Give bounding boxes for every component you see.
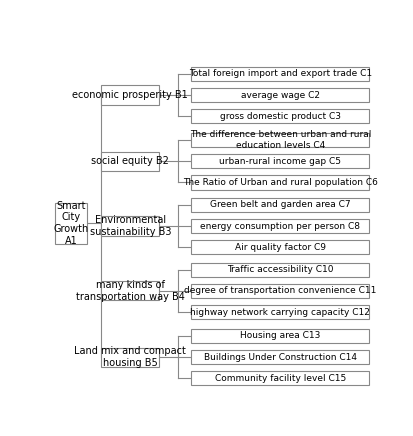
Bar <box>191 88 368 102</box>
Bar <box>191 305 368 319</box>
Text: social equity B2: social equity B2 <box>91 156 169 166</box>
Text: Total foreign import and export trade C1: Total foreign import and export trade C1 <box>188 69 371 78</box>
Bar <box>191 175 368 190</box>
Bar <box>101 281 159 300</box>
Text: average wage C2: average wage C2 <box>240 91 319 99</box>
Text: The Ratio of Urban and rural population C6: The Ratio of Urban and rural population … <box>183 178 377 187</box>
Text: economic prosperity B1: economic prosperity B1 <box>72 90 188 100</box>
Bar <box>191 133 368 147</box>
Text: Housing area C13: Housing area C13 <box>240 331 320 341</box>
Text: Smart
City
Growth
A1: Smart City Growth A1 <box>53 201 88 245</box>
Bar <box>191 67 368 81</box>
Bar <box>101 347 159 367</box>
Text: Community facility level C15: Community facility level C15 <box>214 374 345 383</box>
Bar <box>191 198 368 212</box>
Text: Land mix and compact
housing B5: Land mix and compact housing B5 <box>74 346 186 368</box>
Text: highway network carrying capacity C12: highway network carrying capacity C12 <box>190 307 369 317</box>
Bar <box>101 152 159 171</box>
Text: Environmental
sustainability B3: Environmental sustainability B3 <box>89 215 171 237</box>
Text: Air quality factor C9: Air quality factor C9 <box>234 243 325 252</box>
Text: many kinds of
transportation way B4: many kinds of transportation way B4 <box>76 280 184 302</box>
Bar <box>101 217 159 235</box>
Bar <box>191 371 368 385</box>
Text: gross domestic product C3: gross domestic product C3 <box>219 112 340 121</box>
Bar <box>191 284 368 298</box>
Text: Traffic accessibility C10: Traffic accessibility C10 <box>227 265 333 274</box>
Bar <box>191 154 368 168</box>
Bar <box>191 329 368 343</box>
Bar <box>101 85 159 105</box>
Bar <box>191 219 368 233</box>
Text: The difference between urban and rural
education levels C4: The difference between urban and rural e… <box>189 130 370 150</box>
Text: energy consumption per person C8: energy consumption per person C8 <box>200 221 359 231</box>
Bar <box>191 109 368 123</box>
Bar <box>55 202 87 244</box>
Text: urban-rural income gap C5: urban-rural income gap C5 <box>219 157 341 166</box>
Text: degree of transportation convenience C11: degree of transportation convenience C11 <box>184 286 376 295</box>
Bar <box>191 350 368 364</box>
Text: Buildings Under Construction C14: Buildings Under Construction C14 <box>203 353 356 361</box>
Bar <box>191 262 368 277</box>
Bar <box>191 240 368 254</box>
Text: Green belt and garden area C7: Green belt and garden area C7 <box>209 201 350 209</box>
